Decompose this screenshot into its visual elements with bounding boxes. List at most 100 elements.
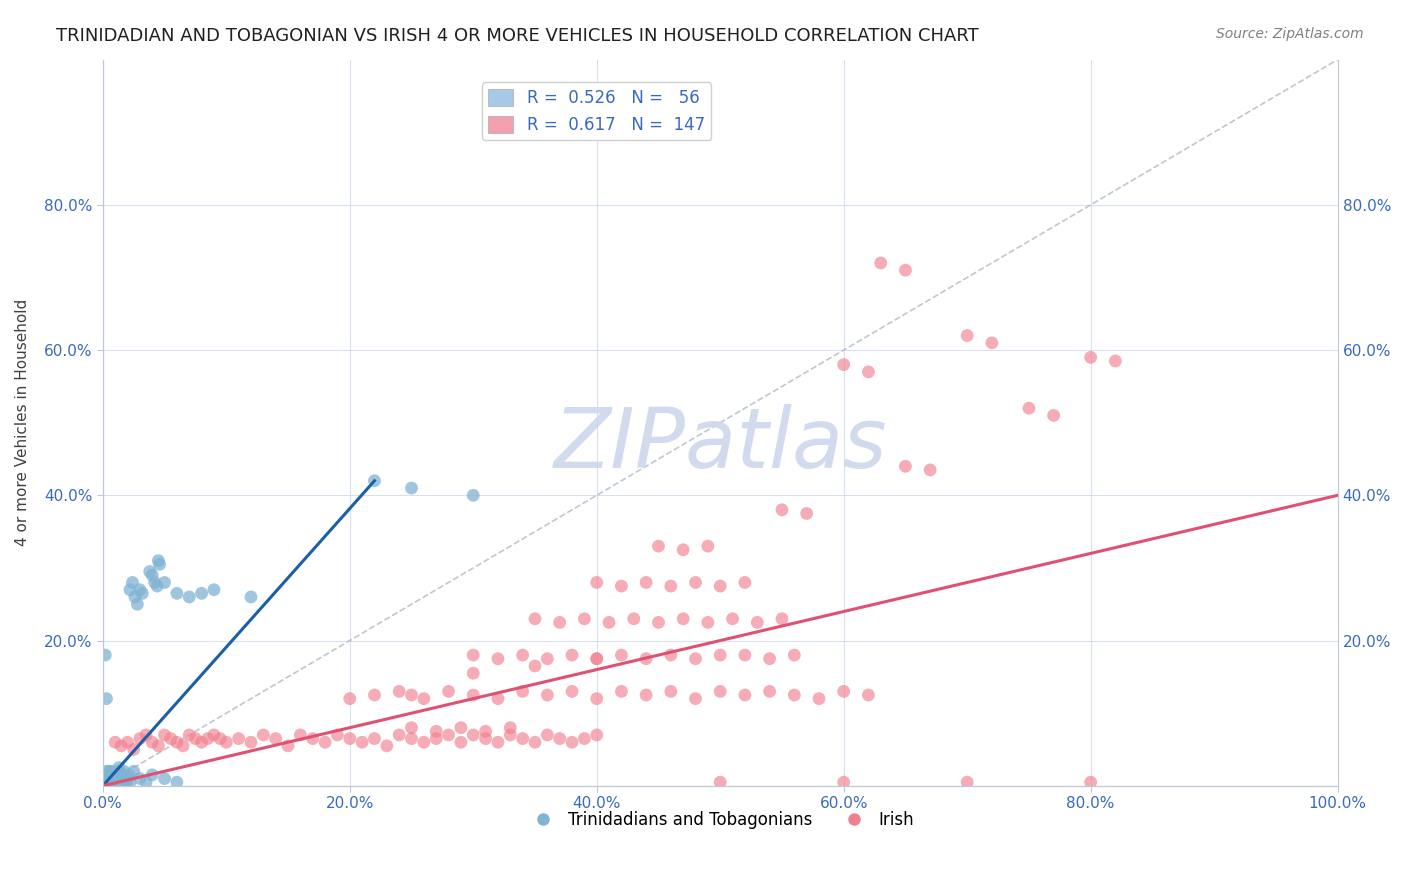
Point <box>758 651 780 665</box>
Point <box>153 575 176 590</box>
Point <box>536 688 558 702</box>
Point <box>98 764 121 779</box>
Point <box>636 575 658 590</box>
Point <box>783 688 806 702</box>
Point <box>111 768 134 782</box>
Point <box>339 731 361 746</box>
Point <box>734 688 756 702</box>
Point <box>103 775 125 789</box>
Point <box>117 772 139 786</box>
Point <box>128 772 150 786</box>
Point <box>585 691 607 706</box>
Point <box>352 735 374 749</box>
Point <box>450 721 472 735</box>
Point <box>536 728 558 742</box>
Point <box>412 691 434 706</box>
Point <box>734 575 756 590</box>
Point <box>463 666 485 681</box>
Point <box>659 648 682 662</box>
Point <box>166 735 188 749</box>
Point <box>124 590 146 604</box>
Point <box>610 684 633 698</box>
Point <box>252 728 274 742</box>
Point <box>190 586 212 600</box>
Point <box>585 728 607 742</box>
Point <box>548 731 571 746</box>
Point <box>326 728 349 742</box>
Point <box>524 735 547 749</box>
Point <box>101 774 124 789</box>
Point <box>110 739 132 753</box>
Point <box>672 542 695 557</box>
Point <box>122 764 145 779</box>
Point <box>141 568 163 582</box>
Point <box>709 684 731 698</box>
Point <box>894 263 917 277</box>
Point <box>636 651 658 665</box>
Point <box>450 735 472 749</box>
Point <box>209 731 232 746</box>
Point <box>110 775 132 789</box>
Point <box>146 579 169 593</box>
Point <box>117 735 139 749</box>
Point <box>832 358 855 372</box>
Point <box>524 612 547 626</box>
Point <box>770 612 793 626</box>
Point <box>290 728 312 742</box>
Point <box>148 739 170 753</box>
Point <box>97 775 120 789</box>
Point <box>869 256 891 270</box>
Point <box>832 684 855 698</box>
Point <box>401 688 423 702</box>
Point <box>956 328 979 343</box>
Text: ZIPatlas: ZIPatlas <box>554 404 887 485</box>
Text: Source: ZipAtlas.com: Source: ZipAtlas.com <box>1216 27 1364 41</box>
Point <box>115 775 138 789</box>
Point <box>1080 351 1102 365</box>
Point <box>401 721 423 735</box>
Point <box>131 586 153 600</box>
Point <box>112 764 135 779</box>
Point <box>166 775 188 789</box>
Point <box>858 365 880 379</box>
Point <box>548 615 571 630</box>
Point <box>172 739 194 753</box>
Point <box>118 775 141 789</box>
Point <box>709 579 731 593</box>
Point <box>98 776 121 790</box>
Point <box>585 575 607 590</box>
Point <box>114 772 136 786</box>
Point <box>512 731 534 746</box>
Point <box>1018 401 1040 416</box>
Point <box>143 575 166 590</box>
Point <box>202 582 225 597</box>
Point <box>512 684 534 698</box>
Point <box>425 724 447 739</box>
Point <box>118 582 141 597</box>
Point <box>107 764 129 779</box>
Point <box>474 724 496 739</box>
Point <box>610 579 633 593</box>
Point <box>363 731 385 746</box>
Point <box>659 684 682 698</box>
Point <box>108 761 131 775</box>
Point <box>314 735 336 749</box>
Point <box>339 691 361 706</box>
Point <box>108 772 131 786</box>
Point <box>135 775 157 789</box>
Point <box>277 739 299 753</box>
Point <box>388 728 411 742</box>
Point <box>659 579 682 593</box>
Point <box>499 728 522 742</box>
Point <box>98 768 121 782</box>
Point <box>561 684 583 698</box>
Point <box>524 659 547 673</box>
Point <box>747 615 769 630</box>
Point <box>138 565 160 579</box>
Point <box>894 459 917 474</box>
Point <box>401 481 423 495</box>
Point <box>98 772 121 787</box>
Point <box>363 474 385 488</box>
Point <box>153 772 176 786</box>
Point <box>1042 409 1064 423</box>
